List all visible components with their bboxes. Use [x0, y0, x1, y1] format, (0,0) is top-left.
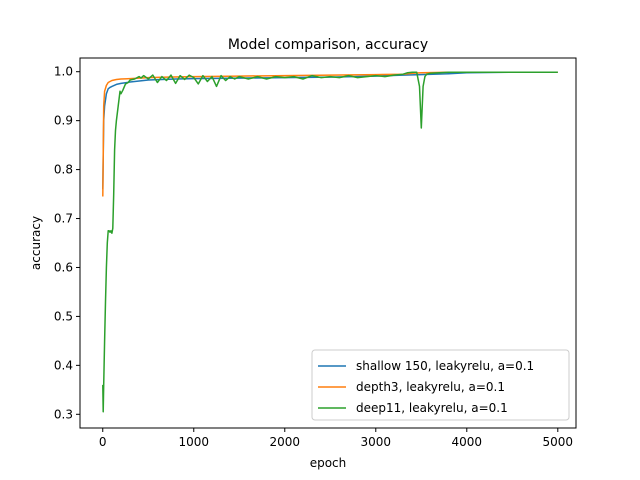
- y-tick-label: 0.7: [54, 212, 73, 226]
- series-line-2: [102, 71, 558, 197]
- y-tick-label: 0.3: [54, 407, 73, 421]
- y-tick-label: 0.6: [54, 260, 73, 274]
- y-tick-label: 0.8: [54, 163, 73, 177]
- y-axis-label: accuracy: [29, 216, 43, 270]
- y-tick-label: 0.9: [54, 114, 73, 128]
- legend: shallow 150, leakyrelu, a=0.1 depth3, lea…: [311, 349, 570, 421]
- chart-title: Model comparison, accuracy: [228, 37, 428, 53]
- x-tick-label: 4000: [452, 435, 483, 449]
- y-axis-ticks: 0.3 0.4 0.5 0.6 0.7 0.8 0.9 1.0: [54, 65, 80, 421]
- x-tick-label: 2000: [269, 435, 300, 449]
- plot-area: [79, 57, 577, 429]
- y-tick-label: 1.0: [54, 65, 73, 79]
- x-tick-label: 0: [99, 435, 107, 449]
- legend-label: shallow 150, leakyrelu, a=0.1: [356, 359, 534, 373]
- legend-label: depth3, leakyrelu, a=0.1: [356, 380, 505, 394]
- x-axis-ticks: 0 1000 2000 3000 4000 5000: [99, 428, 573, 449]
- legend-label: deep11, leakyrelu, a=0.1: [356, 401, 508, 415]
- x-axis-label: epoch: [310, 456, 347, 470]
- x-tick-label: 1000: [178, 435, 209, 449]
- x-tick-label: 3000: [361, 435, 392, 449]
- legend-box: [311, 349, 570, 421]
- series-line-3: [102, 71, 558, 413]
- series-layer: [102, 71, 558, 413]
- y-tick-label: 0.5: [54, 309, 73, 323]
- y-tick-label: 0.4: [54, 358, 73, 372]
- x-tick-label: 5000: [543, 435, 574, 449]
- plot-frame: [79, 57, 577, 429]
- series-line-1: [102, 71, 558, 190]
